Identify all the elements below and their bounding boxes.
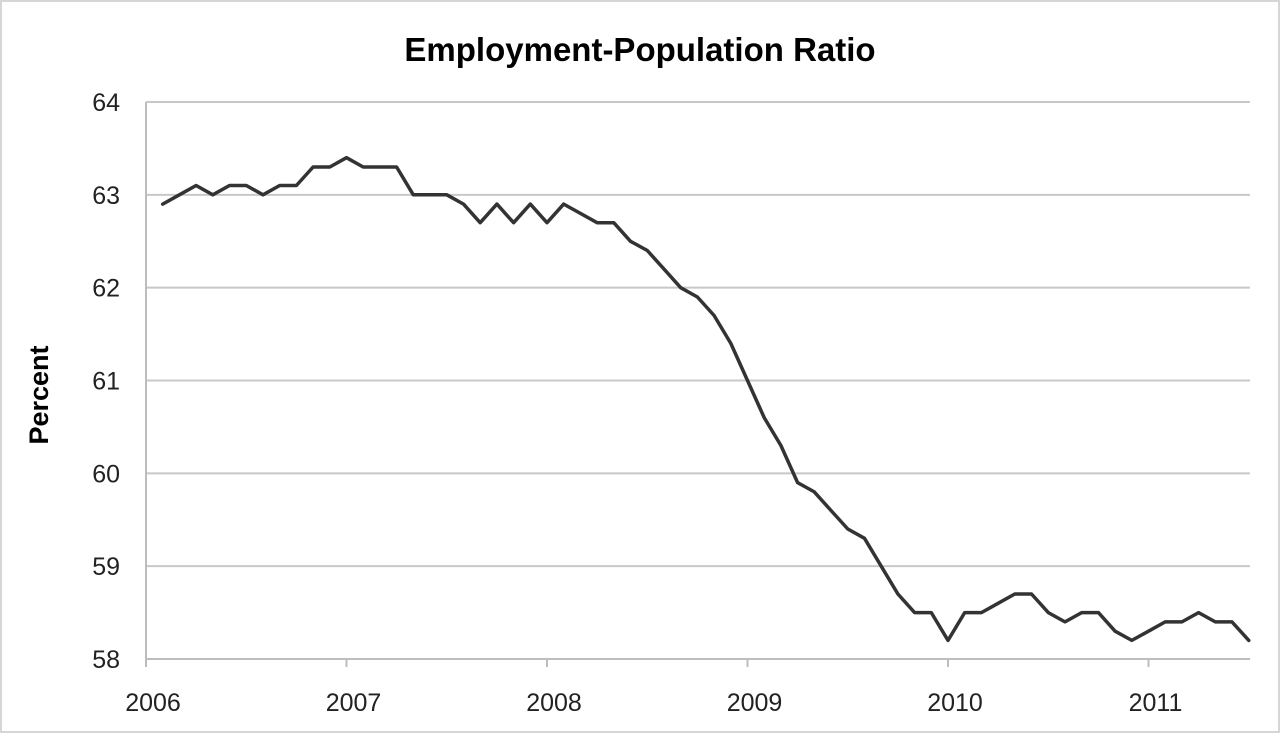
y-tick-label: 63 <box>92 182 120 210</box>
chart-title: Employment-Population Ratio <box>404 31 875 68</box>
y-tick-label: 60 <box>92 460 120 488</box>
y-tick-label: 64 <box>92 89 120 117</box>
y-tick-label: 58 <box>92 646 120 674</box>
x-tick-label: 2010 <box>927 689 983 717</box>
x-tick-label: 2006 <box>125 689 181 717</box>
series-layer <box>160 155 1251 643</box>
y-tick-label: 61 <box>92 368 120 396</box>
x-tick-label: 2011 <box>1129 689 1183 717</box>
y-axis-label: Percent <box>24 345 54 444</box>
series-line-0 <box>160 155 1251 643</box>
x-tick-label: 2008 <box>526 689 582 717</box>
y-tick-label: 59 <box>92 553 120 581</box>
y-tick-label: 62 <box>92 275 120 303</box>
gridlines <box>146 101 1250 568</box>
x-tick-label: 2007 <box>326 689 382 717</box>
axes <box>145 102 1250 667</box>
y-tick-labels: 58 59 60 61 62 63 64 <box>92 89 120 674</box>
x-tick-labels: 2006 2007 2008 2009 2010 2011 <box>125 689 1182 717</box>
x-tick-label: 2009 <box>727 689 783 717</box>
